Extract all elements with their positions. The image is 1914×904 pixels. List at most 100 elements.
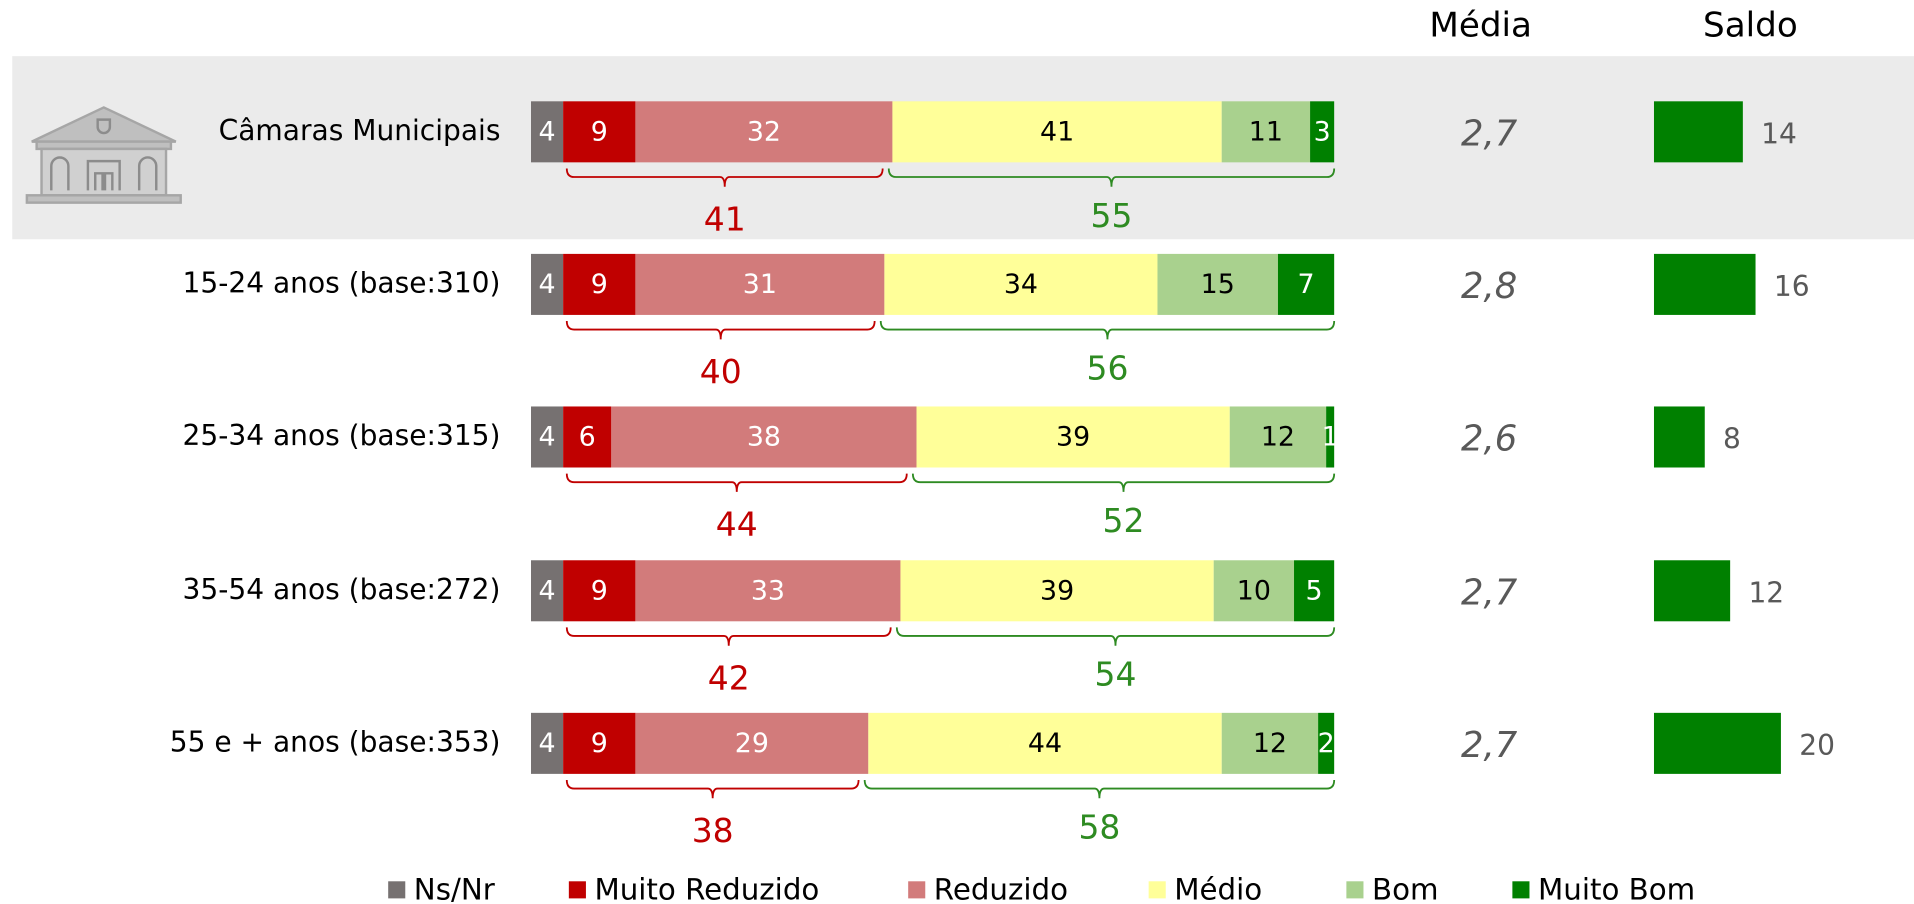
bar-segment bbox=[635, 101, 893, 163]
segment-label: 9 bbox=[591, 728, 608, 759]
legend-label: Bom bbox=[1372, 873, 1439, 904]
negative-total: 41 bbox=[704, 199, 746, 238]
negative-total: 38 bbox=[692, 811, 734, 850]
segment-label: 12 bbox=[1261, 422, 1295, 453]
negative-total: 42 bbox=[708, 658, 750, 697]
bar-segment bbox=[530, 101, 564, 163]
segment-label: 7 bbox=[1298, 269, 1315, 300]
segment-label: 4 bbox=[539, 728, 556, 759]
negative-brace bbox=[565, 779, 860, 799]
media-value: 2,7 bbox=[1461, 725, 1518, 766]
bar-segment bbox=[892, 101, 1222, 163]
positive-total: 55 bbox=[1091, 196, 1133, 235]
bar-segment bbox=[1229, 406, 1327, 468]
bar-segment bbox=[563, 712, 636, 774]
media-value: 2,6 bbox=[1461, 419, 1517, 460]
segment-label: 32 bbox=[747, 117, 781, 148]
positive-brace bbox=[863, 779, 1336, 799]
segment-label: 1 bbox=[1322, 422, 1339, 453]
segment-label: 38 bbox=[747, 422, 781, 453]
legend-swatch bbox=[1346, 881, 1364, 899]
saldo-bar bbox=[1653, 253, 1756, 315]
segment-label: 39 bbox=[1040, 576, 1074, 607]
bar-segment bbox=[1157, 253, 1278, 315]
segment-label: 33 bbox=[751, 576, 785, 607]
segment-label: 31 bbox=[743, 269, 777, 300]
bar-segment bbox=[611, 406, 917, 468]
media-value: 2,7 bbox=[1461, 113, 1518, 154]
legend-label: Reduzido bbox=[934, 873, 1068, 904]
building-icon bbox=[25, 106, 182, 204]
saldo-bar bbox=[1653, 101, 1743, 163]
segment-label: 29 bbox=[735, 728, 769, 759]
bar-segment bbox=[530, 406, 564, 468]
legend-swatch bbox=[388, 881, 406, 899]
segment-label: 9 bbox=[591, 269, 608, 300]
legend-swatch bbox=[568, 881, 586, 899]
positive-brace bbox=[887, 168, 1336, 187]
segment-label: 11 bbox=[1249, 117, 1283, 148]
bar-segment bbox=[530, 560, 564, 622]
bar-segment bbox=[563, 406, 612, 468]
bar-segment bbox=[1221, 101, 1311, 163]
saldo-label: 14 bbox=[1761, 117, 1797, 150]
negative-brace bbox=[565, 473, 908, 492]
positive-total: 54 bbox=[1095, 655, 1137, 694]
legend-swatch bbox=[1512, 881, 1530, 899]
bar-segment bbox=[1310, 101, 1335, 163]
category-label: 15-24 anos (base:310) bbox=[183, 266, 501, 299]
bar-segment bbox=[635, 560, 901, 622]
media-value: 2,7 bbox=[1461, 572, 1518, 613]
bar-segment bbox=[563, 253, 636, 315]
positive-brace bbox=[879, 320, 1336, 340]
bar-segment bbox=[563, 101, 636, 163]
media-value: 2,8 bbox=[1461, 266, 1517, 307]
legend-label: Muito Bom bbox=[1538, 873, 1695, 904]
segment-label: 41 bbox=[1040, 117, 1074, 148]
bar-segment bbox=[1294, 560, 1335, 622]
bar-segment bbox=[900, 560, 1214, 622]
saldo-label: 8 bbox=[1723, 423, 1741, 456]
segment-label: 4 bbox=[539, 422, 556, 453]
bar-segment bbox=[884, 253, 1158, 315]
bar-segment bbox=[1213, 560, 1295, 622]
segment-label: 6 bbox=[579, 422, 596, 453]
saldo-bar bbox=[1653, 712, 1781, 774]
positive-total: 56 bbox=[1086, 348, 1128, 387]
bar-segment bbox=[530, 253, 564, 315]
bar-segment bbox=[635, 253, 885, 315]
negative-brace bbox=[565, 168, 884, 187]
segment-label: 3 bbox=[1314, 117, 1331, 148]
media-header: Média bbox=[1429, 5, 1532, 45]
segment-label: 5 bbox=[1306, 576, 1323, 607]
segment-label: 34 bbox=[1004, 269, 1038, 300]
bar-segment bbox=[563, 560, 636, 622]
bar-segment bbox=[1221, 712, 1319, 774]
bar-segment bbox=[635, 712, 869, 774]
bar-segment bbox=[868, 712, 1222, 774]
segment-label: 39 bbox=[1056, 422, 1090, 453]
negative-brace bbox=[565, 320, 876, 340]
bar-segment bbox=[1277, 253, 1335, 315]
segment-label: 4 bbox=[539, 576, 556, 607]
saldo-bar bbox=[1653, 560, 1731, 622]
negative-total: 44 bbox=[716, 505, 758, 544]
negative-brace bbox=[565, 627, 892, 646]
saldo-label: 12 bbox=[1748, 576, 1784, 609]
bar-segment bbox=[1318, 712, 1335, 774]
legend-label: Muito Reduzido bbox=[594, 873, 819, 904]
positive-total: 58 bbox=[1078, 807, 1120, 846]
positive-brace bbox=[911, 473, 1336, 492]
positive-total: 52 bbox=[1103, 501, 1145, 540]
saldo-label: 16 bbox=[1774, 270, 1810, 303]
legend-swatch bbox=[908, 881, 926, 899]
category-label: Câmaras Municipais bbox=[219, 114, 501, 147]
segment-label: 12 bbox=[1253, 728, 1287, 759]
segment-label: 4 bbox=[539, 117, 556, 148]
segment-label: 4 bbox=[539, 269, 556, 300]
legend-label: Ns/Nr bbox=[414, 873, 496, 904]
saldo-label: 20 bbox=[1799, 729, 1835, 762]
saldo-header: Saldo bbox=[1703, 5, 1798, 45]
category-label: 55 e + anos (base:353) bbox=[170, 725, 501, 758]
